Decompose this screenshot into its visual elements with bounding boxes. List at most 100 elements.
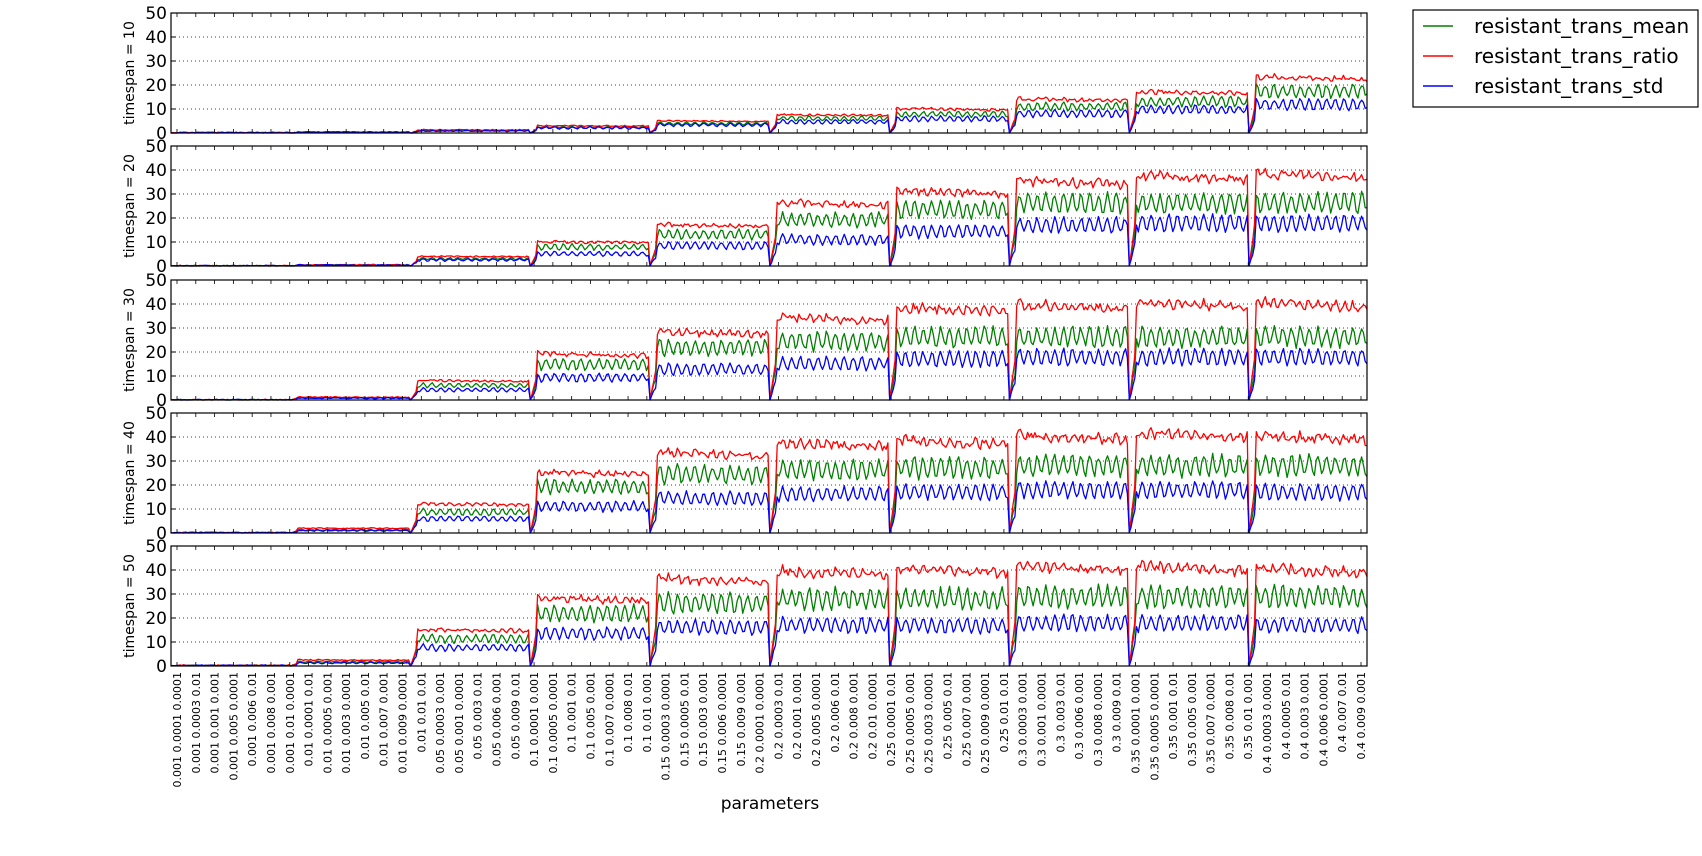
y-tick-label: 30 bbox=[145, 585, 167, 605]
x-tick-label: 0.001 0.008 0.001 bbox=[265, 672, 278, 773]
y-tick-label: 50 bbox=[145, 404, 167, 424]
x-tick-label: 0.15 0.006 0.0001 bbox=[716, 672, 729, 773]
y-tick-label: 50 bbox=[145, 271, 167, 291]
y-axis-label: timespan = 10 bbox=[122, 21, 138, 125]
y-tick-label: 20 bbox=[145, 343, 167, 363]
y-axis-label: timespan = 40 bbox=[122, 421, 138, 525]
x-tick-label: 0.35 0.008 0.01 bbox=[1223, 672, 1236, 759]
y-tick-label: 30 bbox=[145, 452, 167, 472]
x-tick-label: 0.25 0.003 0.0001 bbox=[923, 672, 936, 773]
y-tick-label: 0 bbox=[156, 257, 167, 277]
chart-panels: 0 10 20 30 40 50 timespan = 10 0 10 20 30 40 50 times… bbox=[122, 4, 1368, 677]
x-tick-label: 0.01 0.009 0.0001 bbox=[397, 672, 410, 773]
x-tick-label: 0.35 0.007 0.0001 bbox=[1205, 672, 1218, 773]
y-tick-label: 20 bbox=[145, 476, 167, 496]
x-tick-label: 0.2 0.008 0.001 bbox=[848, 672, 861, 759]
legend-box bbox=[1412, 9, 1699, 108]
y-tick-label: 50 bbox=[145, 537, 167, 557]
x-tick-label: 0.2 0.01 0.0001 bbox=[866, 672, 879, 759]
x-tick-label: 0.001 0.01 0.0001 bbox=[284, 672, 297, 773]
panel-frame bbox=[170, 145, 1368, 267]
legend: resistant_trans_mean resistant_trans_rat… bbox=[1412, 9, 1699, 108]
x-tick-label: 0.05 0.003 0.01 bbox=[472, 672, 485, 759]
x-tick-label: 0.3 0.006 0.001 bbox=[1073, 672, 1086, 759]
series-line-resistant_trans_std bbox=[170, 347, 1368, 401]
x-tick-label: 0.05 0.009 0.01 bbox=[509, 672, 522, 759]
panel-2: 0 10 20 30 40 50 timespan = 20 bbox=[122, 137, 1368, 277]
x-tick-label: 0.3 0.008 0.0001 bbox=[1092, 672, 1105, 766]
x-tick-label: 0.001 0.0001 0.0001 bbox=[171, 672, 184, 787]
x-tick-label: 0.1 0.01 0.001 bbox=[641, 672, 654, 752]
legend-label-std: resistant_trans_std bbox=[1474, 74, 1663, 98]
x-tick-label: 0.4 0.003 0.001 bbox=[1299, 672, 1312, 759]
panel-1: 0 10 20 30 40 50 timespan = 10 bbox=[122, 4, 1368, 144]
y-tick-label: 50 bbox=[145, 4, 167, 24]
x-tick-label: 0.2 0.0003 0.01 bbox=[772, 672, 785, 759]
x-tick-label: 0.25 0.009 0.0001 bbox=[979, 672, 992, 773]
x-tick-label: 0.1 0.001 0.01 bbox=[566, 672, 579, 752]
x-tick-label: 0.25 0.007 0.001 bbox=[960, 672, 973, 766]
y-tick-label: 40 bbox=[145, 561, 167, 581]
panel-frame bbox=[170, 279, 1368, 401]
y-tick-label: 30 bbox=[145, 52, 167, 72]
x-tick-label: 0.4 0.007 0.01 bbox=[1336, 672, 1349, 752]
series-line-resistant_trans_std bbox=[171, 97, 1368, 134]
x-tick-label: 0.25 0.01 0.01 bbox=[998, 672, 1011, 752]
x-tick-label: 0.1 0.005 0.001 bbox=[585, 672, 598, 759]
x-tick-label: 0.3 0.009 0.01 bbox=[1111, 672, 1124, 752]
x-tick-label: 0.4 0.009 0.001 bbox=[1355, 672, 1368, 759]
x-tick-label: 0.1 0.0005 0.0001 bbox=[547, 672, 560, 773]
x-tick-label: 0.4 0.0003 0.0001 bbox=[1261, 672, 1274, 773]
y-axis-label: timespan = 20 bbox=[122, 154, 138, 258]
x-tick-label: 0.25 0.0001 0.01 bbox=[885, 672, 898, 766]
x-tick-label: 0.1 0.007 0.0001 bbox=[603, 672, 616, 766]
x-tick-label: 0.05 0.001 0.0001 bbox=[453, 672, 466, 773]
x-tick-label: 0.01 0.007 0.001 bbox=[378, 672, 391, 766]
x-axis-label: parameters bbox=[721, 794, 820, 814]
x-tick-label: 0.2 0.0001 0.0001 bbox=[754, 672, 767, 773]
x-tick-label: 0.25 0.0005 0.001 bbox=[904, 672, 917, 773]
x-tick-label: 0.25 0.005 0.01 bbox=[942, 672, 955, 759]
y-tick-label: 30 bbox=[145, 185, 167, 205]
y-tick-label: 10 bbox=[145, 100, 167, 120]
x-tick-label: 0.01 0.01 0.01 bbox=[415, 672, 428, 752]
y-tick-label: 10 bbox=[145, 367, 167, 387]
x-tick-label: 0.05 0.0003 0.001 bbox=[434, 672, 447, 773]
x-tick-label: 0.01 0.005 0.01 bbox=[359, 672, 372, 759]
legend-label-mean: resistant_trans_mean bbox=[1474, 14, 1689, 38]
series-line-resistant_trans_ratio bbox=[170, 427, 1368, 534]
x-tick-label: 0.2 0.006 0.01 bbox=[829, 672, 842, 752]
y-axis-label: timespan = 30 bbox=[122, 288, 138, 392]
panel-frame bbox=[170, 412, 1368, 534]
x-tick-label: 0.35 0.001 0.01 bbox=[1167, 672, 1180, 759]
x-tick-label: 0.001 0.0003 0.01 bbox=[190, 672, 203, 773]
x-tick-labels: 0.001 0.0001 0.0001 0.001 0.0003 0.01 0.00… bbox=[171, 672, 1368, 787]
x-tick-label: 0.35 0.0001 0.001 bbox=[1130, 672, 1143, 773]
series-line-resistant_trans_ratio bbox=[170, 72, 1368, 134]
series-line-resistant_trans_ratio bbox=[170, 559, 1368, 667]
x-tick-label: 0.1 0.008 0.01 bbox=[622, 672, 635, 752]
x-tick-label: 0.01 0.0005 0.001 bbox=[321, 672, 334, 773]
x-tick-label: 0.35 0.005 0.001 bbox=[1186, 672, 1199, 766]
y-tick-label: 0 bbox=[156, 124, 167, 144]
x-tick-label: 0.05 0.006 0.001 bbox=[491, 672, 504, 766]
y-tick-label: 40 bbox=[145, 428, 167, 448]
x-tick-label: 0.1 0.0001 0.001 bbox=[528, 672, 541, 766]
y-tick-label: 20 bbox=[145, 209, 167, 229]
x-tick-label: 0.01 0.0001 0.01 bbox=[303, 672, 316, 766]
series-line-resistant_trans_std bbox=[170, 480, 1368, 534]
series-line-resistant_trans_std bbox=[170, 213, 1368, 267]
y-tick-label: 20 bbox=[145, 609, 167, 629]
x-tick-label: 0.001 0.006 0.01 bbox=[246, 672, 259, 766]
x-tick-label: 0.4 0.0005 0.01 bbox=[1280, 672, 1293, 759]
x-tick-label: 0.3 0.001 0.0001 bbox=[1036, 672, 1049, 766]
y-tick-label: 30 bbox=[145, 319, 167, 339]
y-tick-label: 40 bbox=[145, 295, 167, 315]
panel-3: 0 10 20 30 40 50 timespan = 30 bbox=[122, 271, 1368, 411]
legend-label-ratio: resistant_trans_ratio bbox=[1474, 44, 1679, 68]
x-tick-label: 0.15 0.003 0.001 bbox=[697, 672, 710, 766]
x-tick-label: 0.15 0.0005 0.01 bbox=[678, 672, 691, 766]
x-tick-label: 0.35 0.01 0.001 bbox=[1242, 672, 1255, 759]
x-tick-label: 0.01 0.003 0.0001 bbox=[340, 672, 353, 773]
